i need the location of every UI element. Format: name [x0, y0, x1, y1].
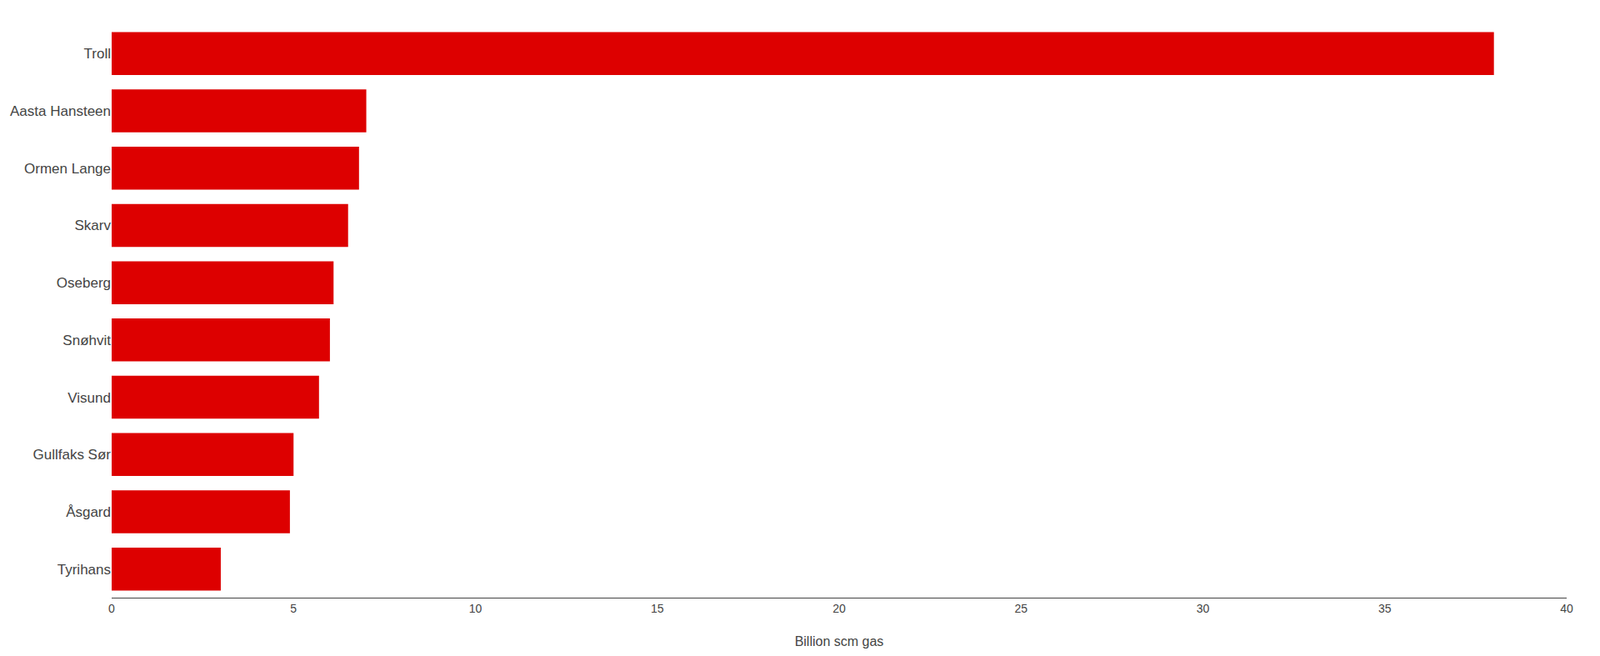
svg-text:Billion scm gas: Billion scm gas	[795, 634, 885, 649]
svg-text:Ormen Lange: Ormen Lange	[24, 160, 111, 177]
svg-text:15: 15	[650, 601, 665, 615]
svg-text:30: 30	[1196, 601, 1210, 615]
svg-text:Oseberg: Oseberg	[56, 275, 111, 291]
svg-text:10: 10	[469, 601, 483, 615]
svg-text:Visund: Visund	[67, 390, 111, 406]
svg-text:Tyrihans: Tyrihans	[57, 561, 111, 578]
svg-text:0: 0	[108, 601, 115, 615]
svg-text:Aasta Hansteen: Aasta Hansteen	[10, 103, 111, 120]
svg-text:35: 35	[1378, 601, 1392, 615]
svg-text:40: 40	[1560, 601, 1574, 615]
svg-text:Åsgard: Åsgard	[65, 504, 111, 520]
svg-text:Troll: Troll	[84, 45, 111, 62]
svg-text:Gullfaks Sør: Gullfaks Sør	[32, 446, 111, 463]
svg-text:25: 25	[1014, 601, 1028, 615]
svg-text:Snøhvit: Snøhvit	[62, 332, 111, 349]
svg-text:5: 5	[290, 601, 297, 615]
svg-text:Skarv: Skarv	[75, 217, 112, 234]
svg-text:20: 20	[832, 601, 846, 615]
